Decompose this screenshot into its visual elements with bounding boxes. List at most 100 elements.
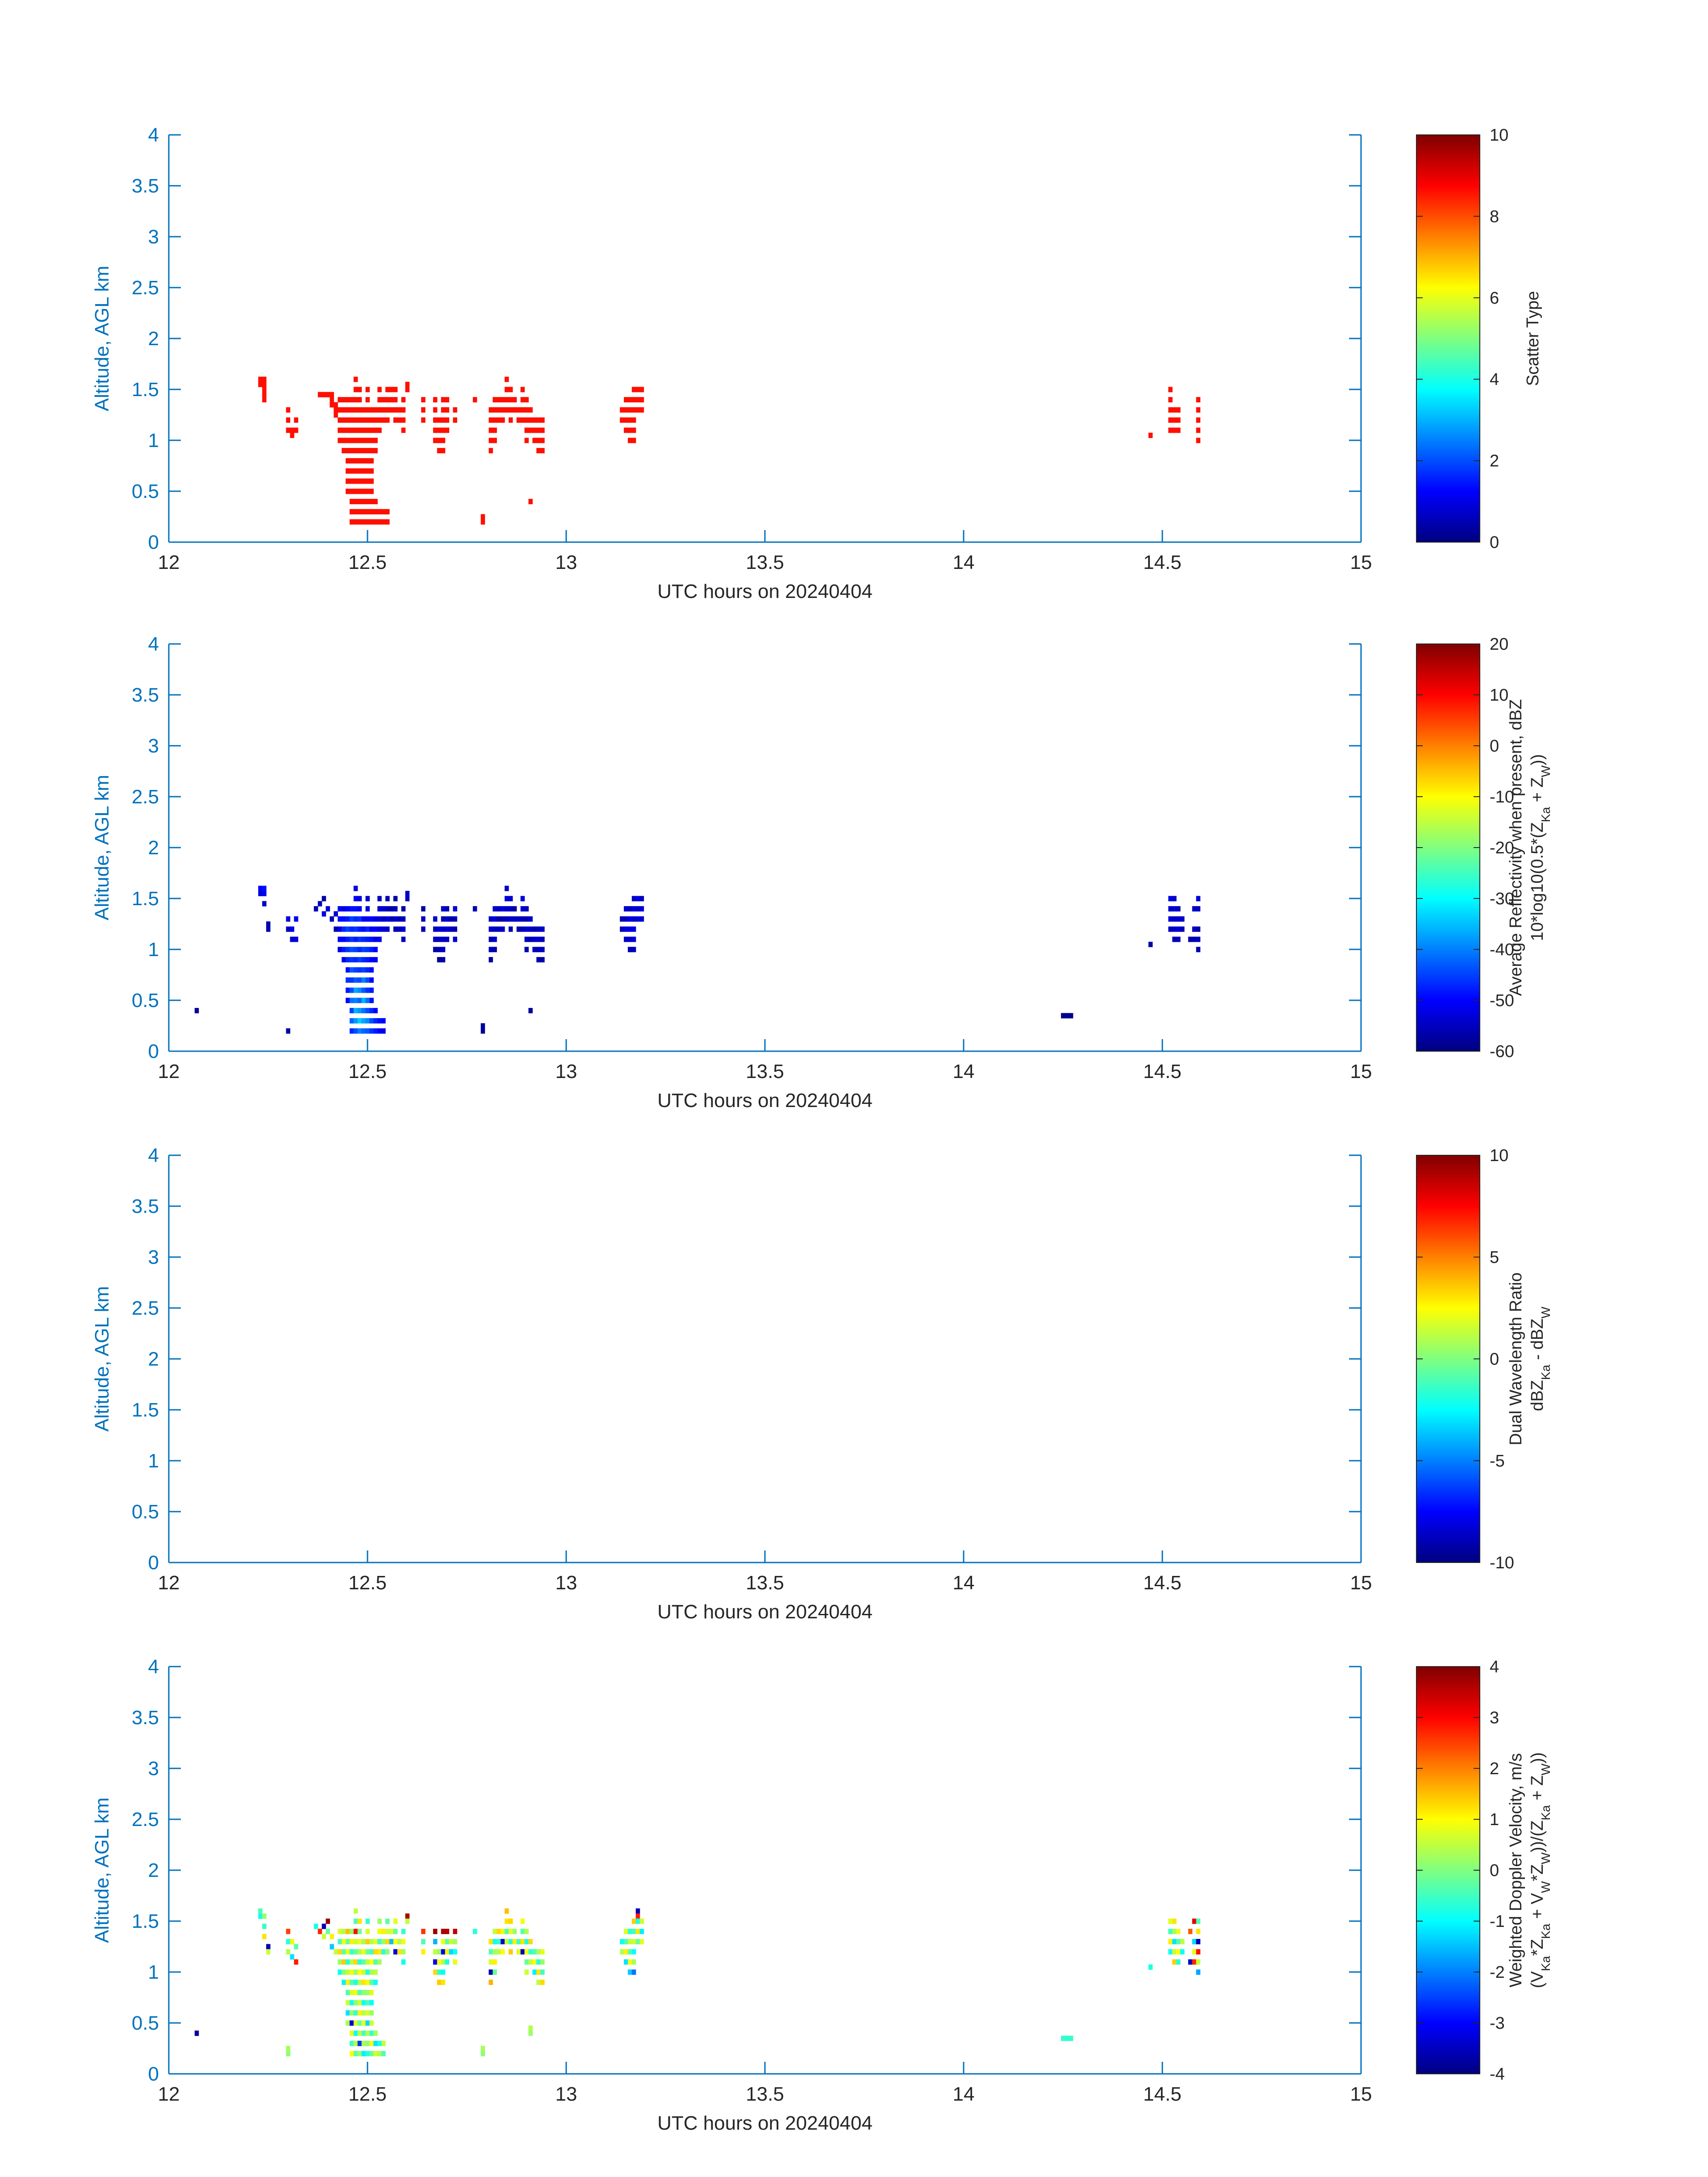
heatmap-cell — [294, 916, 298, 922]
heatmap-cell — [421, 906, 426, 912]
heatmap-cell — [620, 1939, 624, 1944]
colorbar: -60 -50 -40 -30 -20 -10 0 10 20 Average Reflectiv… — [1416, 635, 1553, 1061]
heatmap-cell — [377, 519, 382, 525]
heatmap-cell — [1176, 1929, 1181, 1935]
heatmap-cell — [342, 397, 346, 403]
heatmap-cell — [349, 1939, 354, 1944]
heatmap-cell — [349, 977, 354, 983]
x-tick-label: 12.5 — [348, 1061, 387, 1082]
x-tick-label: 12 — [158, 2083, 180, 2105]
heatmap-cell — [421, 926, 426, 932]
heatmap-cell — [373, 1028, 378, 1034]
heatmap-cell — [480, 1023, 485, 1029]
x-tick-label: 14.5 — [1143, 2083, 1182, 2105]
x-tick-label: 14.5 — [1143, 1061, 1182, 1082]
colorbar-tick-label: -5 — [1490, 1452, 1505, 1471]
heatmap-cell — [381, 1929, 386, 1935]
heatmap-cell — [262, 376, 267, 382]
heatmap-cell — [520, 1939, 525, 1944]
subscript-run: Ka — [1539, 807, 1553, 823]
heatmap-cell — [349, 1018, 354, 1024]
heatmap-cell — [624, 1959, 628, 1965]
x-tick-label: 13.5 — [746, 1061, 784, 1082]
heatmap-cell — [353, 427, 358, 433]
heatmap-cell — [433, 1959, 438, 1965]
heatmap-cell — [520, 896, 525, 902]
subscript-run: Ka — [1539, 1956, 1553, 1971]
heatmap-cell — [357, 957, 362, 963]
y-axis-label: Altitude, AGL km — [91, 266, 113, 411]
heatmap-cell — [1196, 926, 1201, 932]
heatmap-cell — [389, 387, 394, 393]
heatmap-cell — [346, 1989, 350, 1995]
heatmap-cell — [627, 947, 632, 953]
heatmap-cell — [365, 2000, 370, 2006]
heatmap-cell — [540, 417, 545, 423]
heatmap-cell — [361, 1980, 366, 1985]
heatmap-cell — [639, 1918, 644, 1924]
heatmap-cell — [536, 438, 541, 443]
heatmap-cell — [338, 947, 342, 953]
heatmap-cell — [520, 397, 525, 403]
y-tick-label: 4 — [148, 124, 159, 146]
heatmap-cell — [441, 926, 446, 932]
heatmap-cell — [635, 906, 640, 912]
heatmap-cell — [365, 2010, 370, 2016]
heatmap-cell — [516, 417, 521, 423]
heatmap-cell — [294, 427, 298, 433]
x-tick-label: 12 — [158, 1061, 180, 1082]
heatmap-cell — [624, 936, 628, 942]
colorbar-label-line: 10*log10(0.5*(ZKa + ZW)) — [1528, 754, 1553, 941]
heatmap-cell — [437, 438, 442, 443]
heatmap-cell — [342, 947, 346, 953]
heatmap-cell — [441, 1980, 446, 1985]
heatmap-cell — [342, 1959, 346, 1965]
heatmap-cell — [377, 387, 382, 393]
heatmap-cell — [441, 1929, 446, 1935]
heatmap-cell — [512, 1939, 517, 1944]
heatmap-cell — [349, 916, 354, 922]
heatmap-cell — [453, 407, 457, 413]
heatmap-cell — [353, 417, 358, 423]
heatmap-cell — [627, 1959, 632, 1965]
heatmap-cell — [624, 1929, 628, 1935]
heatmap-cell — [489, 957, 493, 963]
heatmap-cell — [349, 2051, 354, 2056]
heatmap-cell — [1168, 896, 1173, 902]
x-axis-label: UTC hours on 20240404 — [657, 2112, 873, 2134]
colorbar-tick-label: 4 — [1490, 1658, 1499, 1676]
heatmap-cell — [1148, 1964, 1153, 1970]
y-tick-label: 0 — [148, 1552, 159, 1574]
heatmap-cell — [353, 906, 358, 912]
heatmap-cell — [1176, 936, 1181, 942]
heatmap-cell — [349, 468, 354, 474]
heatmap-cell — [365, 427, 370, 433]
heatmap-cell — [520, 916, 525, 922]
heatmap-cell — [1065, 1013, 1069, 1019]
heatmap-cell — [286, 2051, 291, 2056]
heatmap-cell — [540, 926, 545, 932]
heatmap-cell — [346, 906, 350, 912]
heatmap-cell — [377, 936, 382, 942]
heatmap-cell — [286, 1028, 291, 1034]
heatmap-cell — [433, 1939, 438, 1944]
heatmap-cell — [377, 407, 382, 413]
heatmap-cell — [365, 397, 370, 403]
heatmap-cell — [520, 926, 525, 932]
x-tick-label: 12 — [158, 1572, 180, 1594]
y-tick-label: 2.5 — [132, 277, 159, 299]
heatmap-cell — [516, 916, 521, 922]
heatmap-cell — [361, 417, 366, 423]
heatmap-cell — [346, 438, 350, 443]
heatmap-cell — [540, 1969, 545, 1975]
heatmap-cell — [365, 1959, 370, 1965]
heatmap-cell — [353, 397, 358, 403]
heatmap-cell — [497, 916, 501, 922]
heatmap-cell — [353, 947, 358, 953]
heatmap-cell — [365, 1949, 370, 1955]
heatmap-cell — [373, 1980, 378, 1985]
heatmap-cell — [338, 407, 342, 413]
heatmap-cell — [624, 397, 628, 403]
heatmap-cell — [361, 1969, 366, 1975]
heatmap-cell — [357, 2000, 362, 2006]
